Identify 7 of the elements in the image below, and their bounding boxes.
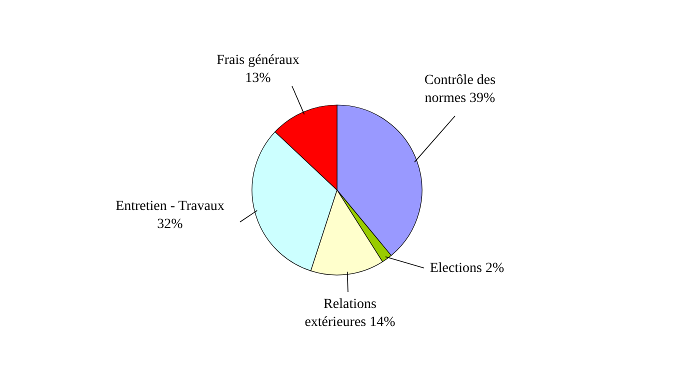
data-label: 32%: [157, 217, 184, 232]
slice-label: Relations extérieures 14%: [304, 297, 396, 330]
data-label: 13%: [245, 71, 272, 86]
slice-label: Frais généraux: [216, 53, 300, 68]
slice-label: Elections 2%: [430, 261, 504, 276]
slice-label: Contrôle des normes 39%: [424, 73, 496, 106]
legend-label: Entretien - Travaux: [116, 199, 224, 214]
